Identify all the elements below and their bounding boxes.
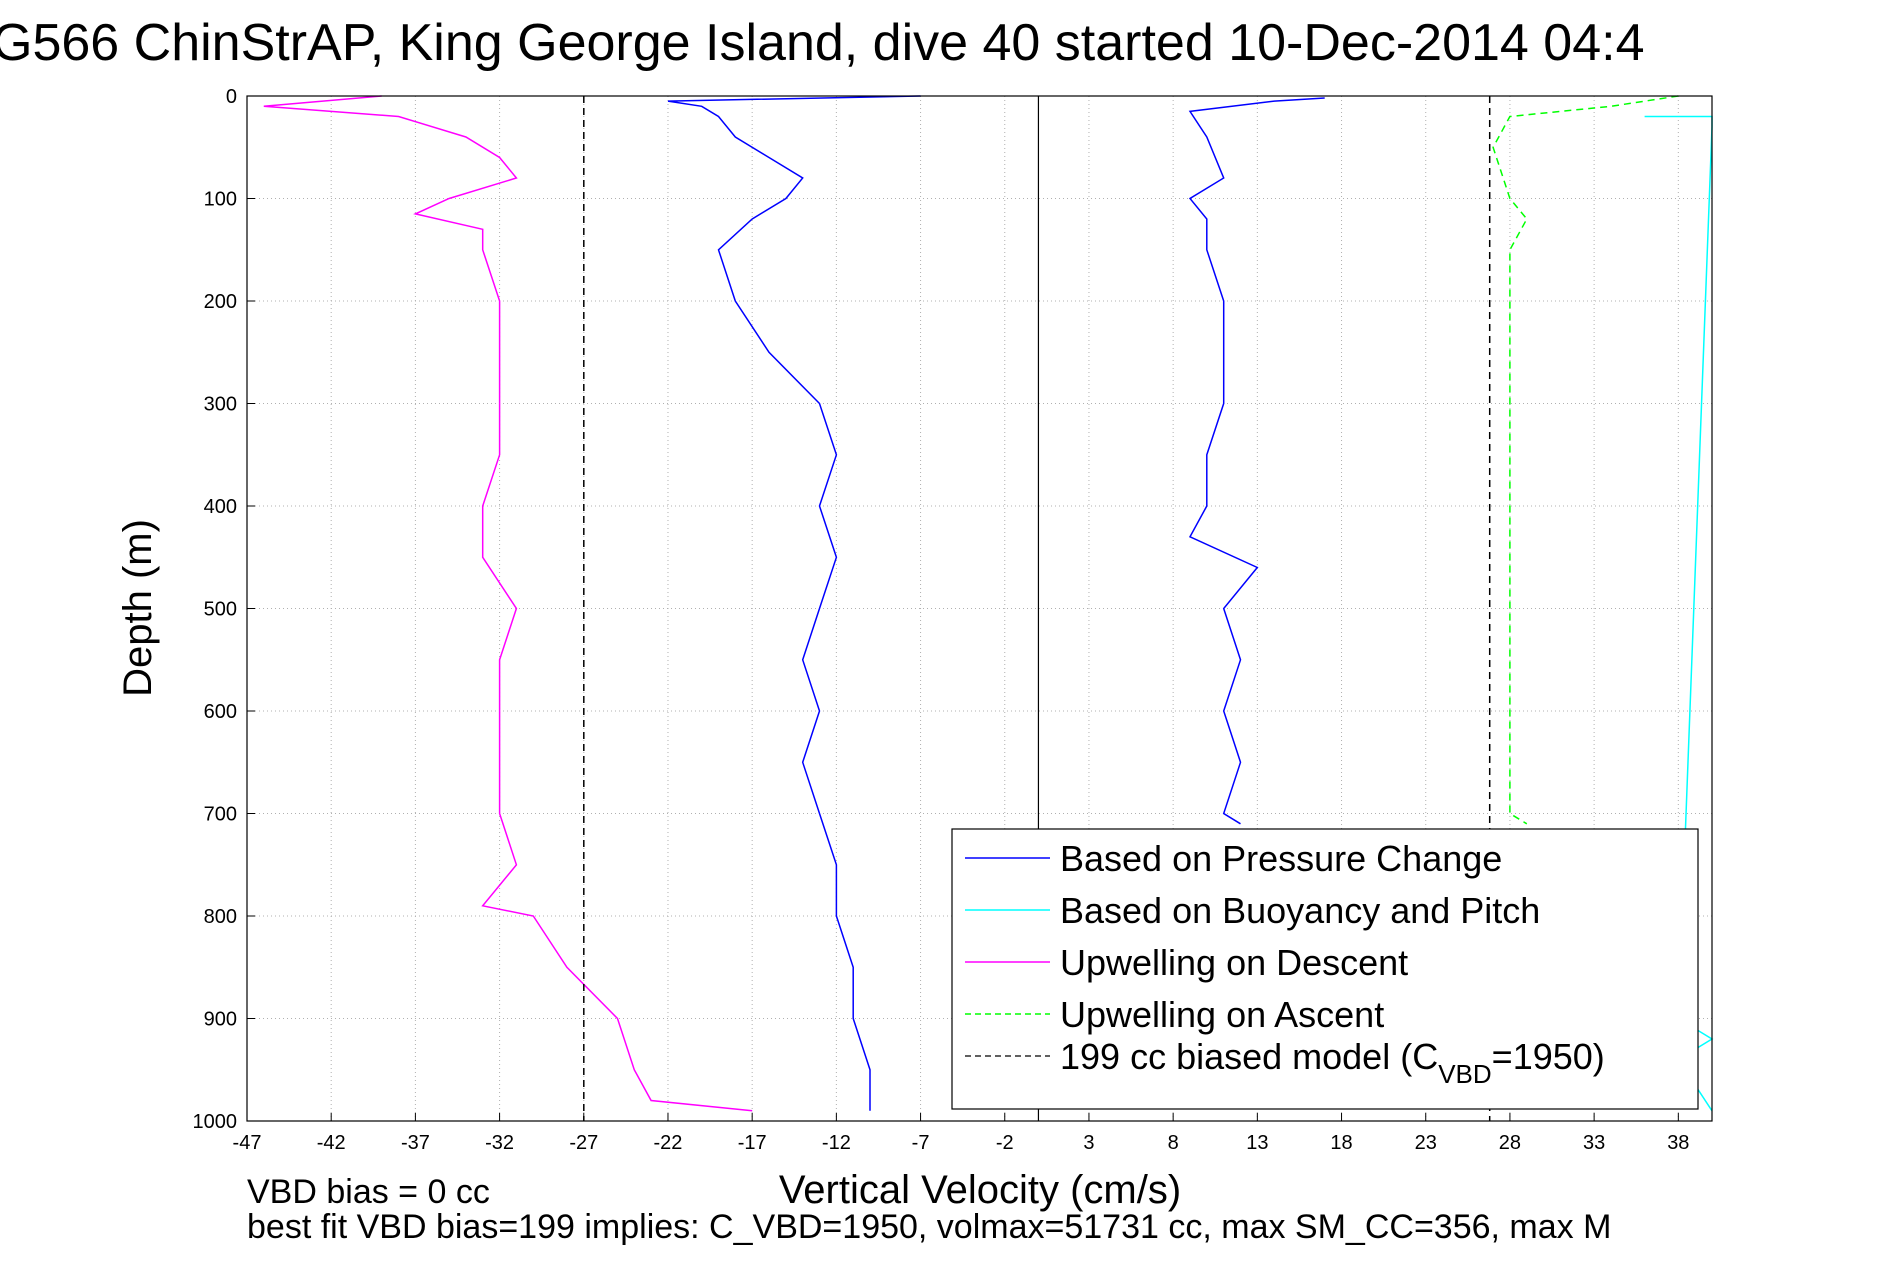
y-tick-label: 300	[204, 394, 237, 416]
x-tick-label: 33	[1583, 1132, 1605, 1154]
y-tick-label: 800	[204, 906, 237, 928]
footer-line-2: best fit VBD bias=199 implies: C_VBD=195…	[247, 1208, 1611, 1246]
legend-label-ascent: Upwelling on Ascent	[1060, 994, 1384, 1035]
y-tick-label: 400	[204, 496, 237, 518]
legend-model-sub: VBD	[1438, 1059, 1491, 1089]
y-tick-label: 900	[204, 1009, 237, 1031]
legend-box	[951, 828, 1699, 1110]
x-tick-label: 38	[1667, 1132, 1689, 1154]
x-tick-label: 13	[1246, 1132, 1268, 1154]
legend-label-descent: Upwelling on Descent	[1060, 942, 1408, 983]
x-tick-label: -42	[317, 1132, 346, 1154]
x-tick-label: -32	[485, 1132, 514, 1154]
y-tick-label: 700	[204, 804, 237, 826]
x-tick-label: 8	[1168, 1132, 1179, 1154]
x-tick-label: 23	[1415, 1132, 1437, 1154]
y-axis-label: Depth (m)	[116, 519, 160, 697]
x-axis-label: Vertical Velocity (cm/s)	[779, 1168, 1181, 1212]
series-line-3	[263, 95, 753, 1112]
grid	[246, 95, 1712, 1122]
chart-title: G566 ChinStrAP, King George Island, dive…	[0, 14, 1645, 72]
footer-line-1: VBD bias = 0 cc	[247, 1173, 490, 1211]
x-tick-label: 3	[1083, 1132, 1094, 1154]
y-tick-label: 600	[204, 701, 237, 723]
y-tick-label: 1000	[193, 1111, 238, 1133]
legend: Based on Pressure Change Based on Buoyan…	[951, 828, 1699, 1110]
legend-label-buoyancy: Based on Buoyancy and Pitch	[1060, 890, 1540, 931]
x-tick-label: 18	[1330, 1132, 1352, 1154]
x-tick-label: -27	[569, 1132, 598, 1154]
x-tick-label: -7	[912, 1132, 930, 1154]
x-tick-label: -2	[996, 1132, 1014, 1154]
legend-model-prefix: 199 cc biased model (C	[1060, 1036, 1438, 1077]
x-tick-label: 28	[1499, 1132, 1521, 1154]
x-tick-label: -37	[401, 1132, 430, 1154]
x-tick-label: -17	[738, 1132, 767, 1154]
x-tick-label: -47	[233, 1132, 262, 1154]
series-line-0	[667, 95, 921, 1111]
ticks: -47 -42 -37 -32 -27 -22 -17 -12 -7 -2 3 8 13 18 23 28 33…	[193, 86, 1690, 1154]
legend-label-pressure: Based on Pressure Change	[1060, 838, 1502, 879]
plot-frame	[246, 95, 1713, 1122]
legend-label-model: 199 cc biased model (CVBD=1950)	[1060, 1036, 1605, 1089]
legend-model-suffix: =1950)	[1492, 1036, 1605, 1077]
y-tick-label: 500	[204, 599, 237, 621]
x-tick-label: -22	[654, 1132, 683, 1154]
series-line-4	[1492, 95, 1679, 825]
y-tick-label: 200	[204, 291, 237, 313]
x-tick-label: -12	[822, 1132, 851, 1154]
y-tick-label: 100	[204, 189, 237, 211]
series-line-1	[1188, 97, 1325, 825]
y-tick-label: 0	[226, 86, 237, 108]
